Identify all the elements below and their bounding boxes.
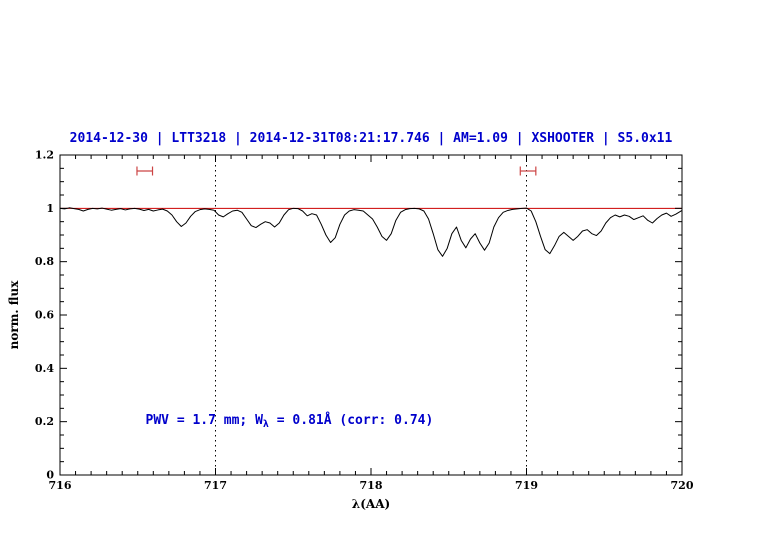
pwv-annotation-pre: PWV = 1.7 mm; W	[145, 412, 263, 428]
x-axis-label: λ(AA)	[352, 497, 390, 511]
x-tick-label: 719	[515, 479, 538, 492]
y-tick-label: 0	[46, 469, 54, 482]
x-tick-label: 717	[204, 479, 227, 492]
y-axis-label: norm. flux	[7, 280, 21, 350]
pwv-annotation-post: = 0.81Å (corr: 0.74)	[268, 412, 434, 428]
plot-title: 2014-12-30 | LTT3218 | 2014-12-31T08:21:…	[69, 131, 673, 146]
y-tick-label: 0.8	[35, 255, 54, 268]
x-tick-label: 720	[671, 479, 694, 492]
y-tick-label: 0.4	[35, 362, 54, 375]
y-tick-label: 0.2	[35, 415, 54, 428]
y-tick-label: 1.2	[35, 149, 54, 162]
pwv-annotation-lambda-subscript: λ	[262, 418, 269, 430]
x-tick-label: 716	[49, 479, 72, 492]
y-tick-label: 0.6	[35, 309, 54, 322]
pwv-annotation: PWV = 1.7 mm; Wλ = 0.81Å (corr: 0.74)	[146, 413, 434, 430]
spectrum-line	[59, 207, 683, 257]
x-tick-label: 718	[360, 479, 383, 492]
y-tick-label: 1	[46, 202, 54, 215]
